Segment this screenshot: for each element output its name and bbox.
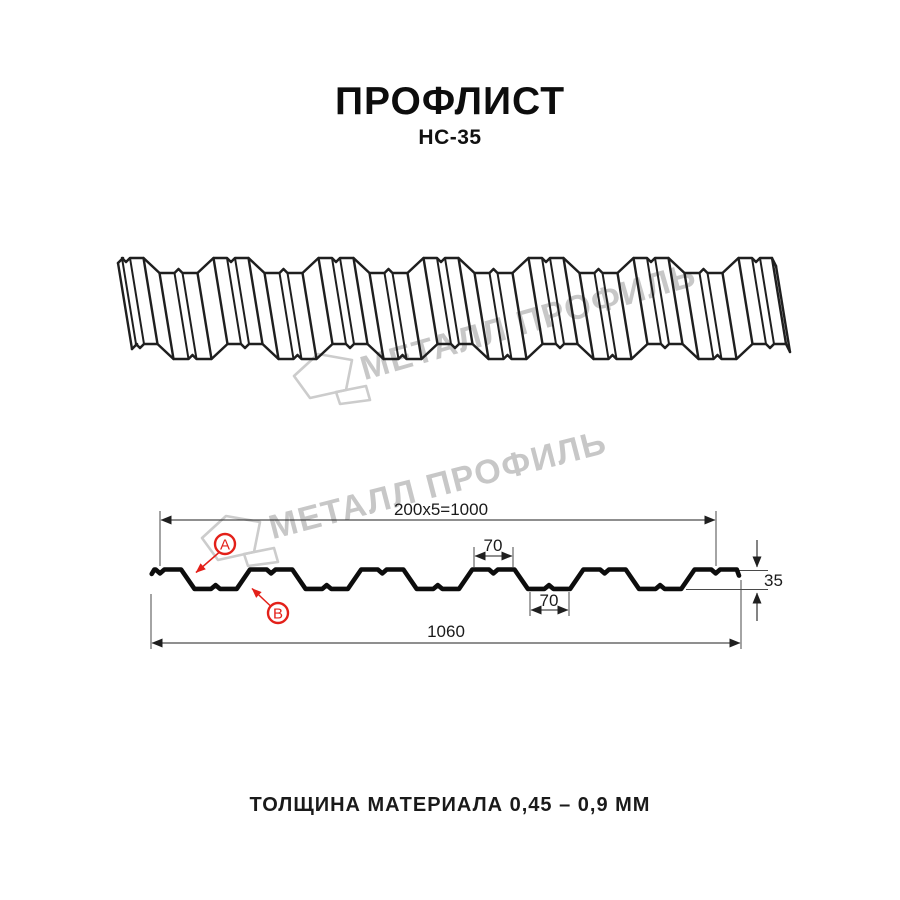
profiled-sheet-3d-drawing bbox=[116, 256, 792, 361]
dimension-top-total: 200x5=1000 bbox=[159, 500, 717, 566]
dimension-trough-width: 70 bbox=[529, 591, 570, 616]
callout-b-label: B bbox=[273, 606, 283, 623]
page-title: ПРОФЛИСТ bbox=[334, 80, 566, 123]
thickness-note: ТОЛЩИНА МАТЕРИАЛА 0,45 – 0,9 ММ bbox=[249, 794, 651, 816]
dimension-profile-height: 35 bbox=[686, 540, 783, 621]
dimension-overall-width: 1060 bbox=[150, 580, 742, 649]
profile-model-code: НС-35 bbox=[418, 126, 482, 149]
metall-profil-logo-watermark bbox=[292, 352, 372, 406]
callout-a-label: A bbox=[220, 537, 230, 554]
dim-label-trough-width: 70 bbox=[540, 591, 559, 610]
sheet3d-wireframe bbox=[116, 256, 792, 361]
callout-a: A bbox=[195, 532, 237, 574]
profile-cross-section-drawing: 200x5=1000 70 70 35 bbox=[149, 500, 783, 649]
dim-label-profile-height: 35 bbox=[764, 571, 783, 590]
dim-label-overall-width: 1060 bbox=[427, 622, 465, 641]
dimension-crest-width: 70 bbox=[473, 536, 514, 567]
callout-b: B bbox=[251, 587, 290, 625]
profile-outline bbox=[149, 567, 742, 592]
dim-label-crest-width: 70 bbox=[484, 536, 503, 555]
dim-label-top-total: 200x5=1000 bbox=[394, 500, 488, 519]
